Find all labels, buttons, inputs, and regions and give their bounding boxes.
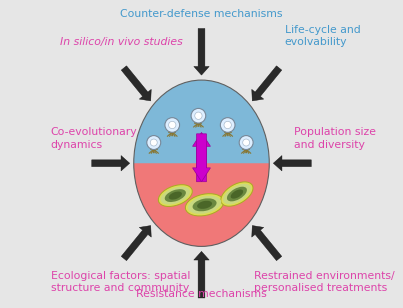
FancyArrow shape <box>121 225 151 261</box>
Circle shape <box>168 121 176 129</box>
Text: Population size
and diversity: Population size and diversity <box>294 128 376 150</box>
Circle shape <box>220 118 235 132</box>
Circle shape <box>195 112 202 120</box>
Ellipse shape <box>165 189 186 202</box>
FancyArrow shape <box>193 132 210 182</box>
Ellipse shape <box>185 194 224 216</box>
Circle shape <box>150 139 157 146</box>
FancyArrow shape <box>252 225 282 261</box>
Text: Restrained environments/
personalised treatments: Restrained environments/ personalised tr… <box>254 271 395 294</box>
Circle shape <box>224 121 231 129</box>
FancyArrow shape <box>252 66 282 101</box>
Ellipse shape <box>227 187 247 201</box>
Ellipse shape <box>221 182 253 206</box>
FancyArrow shape <box>194 29 209 75</box>
Polygon shape <box>134 163 269 246</box>
Ellipse shape <box>161 187 190 205</box>
Ellipse shape <box>134 80 269 246</box>
Circle shape <box>191 108 206 123</box>
FancyArrow shape <box>92 156 130 171</box>
FancyArrow shape <box>273 156 311 171</box>
Ellipse shape <box>193 198 216 211</box>
FancyArrow shape <box>121 66 151 101</box>
Text: Counter-defense mechanisms: Counter-defense mechanisms <box>120 9 283 19</box>
Ellipse shape <box>197 201 212 209</box>
Ellipse shape <box>158 185 192 206</box>
Text: Resistance mechanisms: Resistance mechanisms <box>136 289 267 299</box>
Text: Life-cycle and
evolvability: Life-cycle and evolvability <box>285 25 360 47</box>
Circle shape <box>239 136 253 149</box>
FancyArrow shape <box>193 134 210 182</box>
Ellipse shape <box>188 196 221 214</box>
Text: Co-evolutionary
dynamics: Co-evolutionary dynamics <box>51 128 137 150</box>
Ellipse shape <box>231 189 243 199</box>
Circle shape <box>147 136 161 149</box>
Circle shape <box>243 139 249 146</box>
Text: In silico/in vivo studies: In silico/in vivo studies <box>60 37 183 47</box>
Ellipse shape <box>223 184 251 204</box>
Circle shape <box>165 118 180 132</box>
Ellipse shape <box>169 192 182 200</box>
Text: Ecological factors: spatial
structure and community: Ecological factors: spatial structure an… <box>51 271 190 294</box>
FancyArrow shape <box>194 251 209 298</box>
